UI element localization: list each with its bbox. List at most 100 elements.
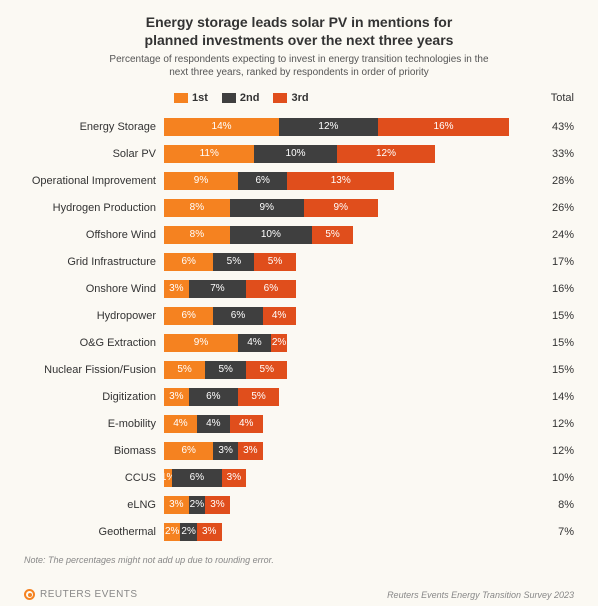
bar-segment: 16% [378, 118, 510, 136]
title-line-1: Energy storage leads solar PV in mention… [146, 14, 453, 30]
row-total: 7% [534, 526, 574, 538]
bar-area: 3%6%5% [164, 388, 534, 406]
source-text: Reuters Events Energy Transition Survey … [387, 590, 574, 600]
row-total: 24% [534, 229, 574, 241]
bar-segment: 8% [164, 226, 230, 244]
row-total: 17% [534, 256, 574, 268]
bar-segment: 6% [238, 172, 287, 190]
bar-segment: 5% [246, 361, 287, 379]
bar-row: Biomass6%3%3%12% [24, 437, 574, 464]
bar-segment: 3% [222, 469, 247, 487]
bar-row: Solar PV11%10%12%33% [24, 140, 574, 167]
bar-segment: 4% [238, 334, 271, 352]
legend-row: 1st 2nd 3rd Total [24, 89, 574, 107]
bar-segment: 6% [246, 280, 295, 298]
row-label: eLNG [24, 499, 164, 511]
bar-row: Grid Infrastructure6%5%5%17% [24, 248, 574, 275]
bar-row: Nuclear Fission/Fusion5%5%5%15% [24, 356, 574, 383]
bar-segment: 3% [205, 496, 230, 514]
row-total: 33% [534, 148, 574, 160]
bar-row: Offshore Wind8%10%5%24% [24, 221, 574, 248]
row-label: E-mobility [24, 418, 164, 430]
bar-segment: 5% [205, 361, 246, 379]
row-total: 15% [534, 310, 574, 322]
bar-segment: 2% [180, 523, 196, 541]
bar-segment: 5% [213, 253, 254, 271]
brand-text: REUTERS EVENTS [40, 589, 138, 600]
bar-area: 8%9%9% [164, 199, 534, 217]
bar-row: E-mobility4%4%4%12% [24, 410, 574, 437]
bar-segment: 5% [254, 253, 295, 271]
bar-segment: 11% [164, 145, 254, 163]
legend-label-0: 1st [192, 92, 208, 104]
bar-segment: 12% [337, 145, 436, 163]
bar-segment: 10% [230, 226, 312, 244]
bar-segment: 6% [189, 388, 238, 406]
legend-item-0: 1st [174, 92, 208, 104]
bar-area: 9%6%13% [164, 172, 534, 190]
title-line-2: planned investments over the next three … [145, 32, 454, 48]
row-label: Biomass [24, 445, 164, 457]
row-total: 8% [534, 499, 574, 511]
bar-segment: 6% [164, 253, 213, 271]
brand: REUTERS EVENTS [24, 589, 138, 600]
bar-row: O&G Extraction9%4%2%15% [24, 329, 574, 356]
bar-area: 3%7%6% [164, 280, 534, 298]
bar-area: 1%6%3% [164, 469, 534, 487]
row-label: Offshore Wind [24, 229, 164, 241]
row-label: O&G Extraction [24, 337, 164, 349]
row-label: Hydrogen Production [24, 202, 164, 214]
legend-label-1: 2nd [240, 92, 260, 104]
chart-rows: Energy Storage14%12%16%43%Solar PV11%10%… [24, 113, 574, 545]
row-total: 15% [534, 337, 574, 349]
bar-row: Hydropower6%6%4%15% [24, 302, 574, 329]
row-total: 16% [534, 283, 574, 295]
bar-segment: 4% [197, 415, 230, 433]
brand-logo-icon [24, 589, 35, 600]
bar-area: 8%10%5% [164, 226, 534, 244]
bar-segment: 9% [164, 334, 238, 352]
row-label: Hydropower [24, 310, 164, 322]
bar-segment: 7% [189, 280, 247, 298]
subtitle-line-1: Percentage of respondents expecting to i… [109, 54, 488, 65]
total-header: Total [551, 92, 574, 104]
bar-segment: 9% [164, 172, 238, 190]
row-label: Digitization [24, 391, 164, 403]
row-total: 12% [534, 418, 574, 430]
row-total: 26% [534, 202, 574, 214]
bar-segment: 8% [164, 199, 230, 217]
bar-segment: 5% [312, 226, 353, 244]
legend-item-2: 3rd [273, 92, 308, 104]
row-total: 12% [534, 445, 574, 457]
bar-segment: 4% [263, 307, 296, 325]
bar-segment: 13% [287, 172, 394, 190]
bar-area: 3%2%3% [164, 496, 534, 514]
bar-segment: 3% [164, 388, 189, 406]
bar-segment: 3% [197, 523, 222, 541]
bar-row: Hydrogen Production8%9%9%26% [24, 194, 574, 221]
bar-segment: 3% [213, 442, 238, 460]
bar-segment: 6% [164, 307, 213, 325]
legend-swatch-0 [174, 93, 188, 103]
bar-segment: 14% [164, 118, 279, 136]
legend-swatch-2 [273, 93, 287, 103]
bar-area: 4%4%4% [164, 415, 534, 433]
bar-area: 14%12%16% [164, 118, 534, 136]
row-label: Energy Storage [24, 121, 164, 133]
bar-row: CCUS1%6%3%10% [24, 464, 574, 491]
bar-segment: 5% [164, 361, 205, 379]
bar-area: 6%3%3% [164, 442, 534, 460]
bar-segment: 2% [164, 523, 180, 541]
subtitle-line-2: next three years, ranked by respondents … [169, 67, 429, 78]
row-total: 28% [534, 175, 574, 187]
chart-title: Energy storage leads solar PV in mention… [24, 14, 574, 49]
row-label: Operational Improvement [24, 175, 164, 187]
bar-segment: 3% [164, 496, 189, 514]
bar-segment: 3% [238, 442, 263, 460]
footer: REUTERS EVENTS Reuters Events Energy Tra… [0, 589, 598, 600]
row-total: 43% [534, 121, 574, 133]
bar-segment: 12% [279, 118, 378, 136]
bar-area: 9%4%2% [164, 334, 534, 352]
chart-container: Energy storage leads solar PV in mention… [0, 0, 598, 545]
bar-area: 5%5%5% [164, 361, 534, 379]
